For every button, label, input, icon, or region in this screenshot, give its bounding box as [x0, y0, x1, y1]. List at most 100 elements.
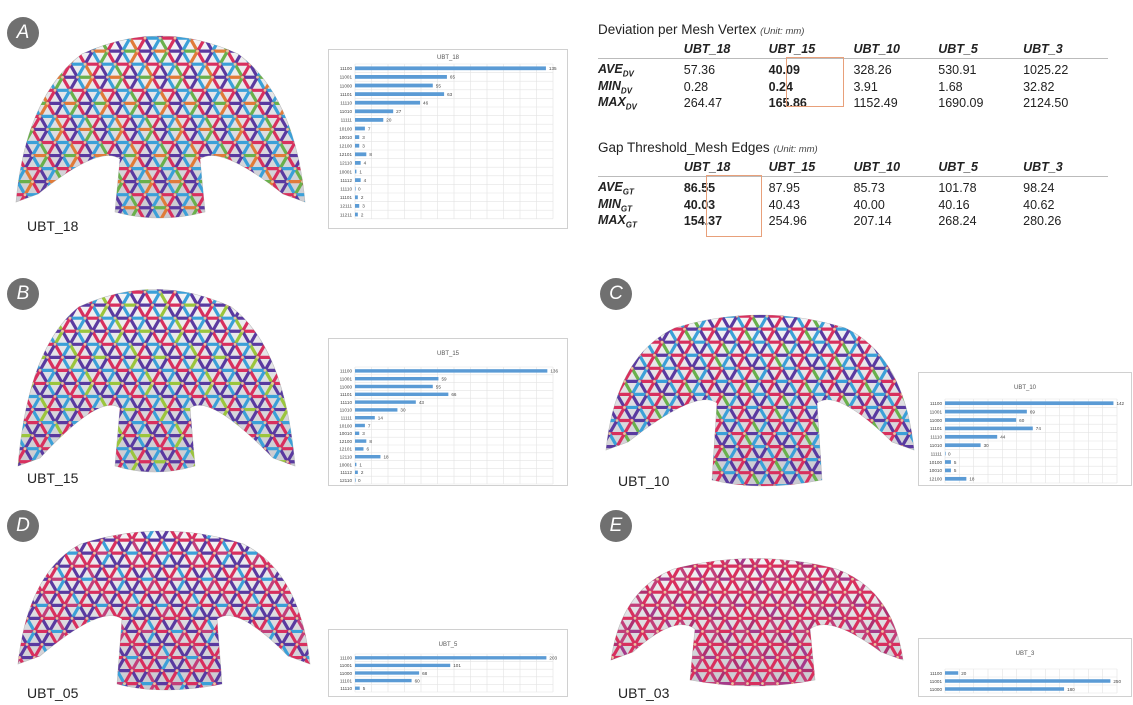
mesh-edge — [606, 431, 612, 449]
mesh-node — [196, 180, 199, 184]
mesh-edge — [705, 484, 717, 486]
mesh-node — [758, 432, 761, 435]
mesh-node — [10, 421, 11, 424]
mesh-edge — [685, 290, 693, 303]
mesh-node — [166, 180, 169, 184]
mesh-node — [24, 219, 27, 222]
mesh-edge — [143, 342, 155, 359]
mesh-edge — [75, 316, 87, 333]
mesh-edge — [180, 36, 192, 53]
mesh-edge — [765, 379, 777, 397]
mesh-edge — [53, 180, 65, 197]
mesh-node — [885, 315, 889, 318]
mesh-node — [226, 49, 229, 53]
mesh-edge — [877, 327, 889, 344]
mesh-edge — [30, 180, 42, 197]
mesh-edge — [840, 458, 852, 475]
mesh-node — [143, 167, 147, 171]
mesh-edge — [203, 460, 215, 472]
mesh-edge — [742, 458, 754, 475]
mesh-node — [144, 266, 147, 267]
mesh-edge — [285, 303, 295, 320]
mesh-edge — [233, 75, 245, 92]
mesh-edge — [53, 407, 65, 425]
mesh-edge — [900, 366, 912, 383]
mesh-edge — [150, 421, 162, 438]
mesh-node — [795, 471, 799, 475]
mesh-edge — [802, 353, 814, 370]
mesh-edge — [53, 421, 65, 438]
mesh-edge — [210, 381, 222, 399]
bar — [355, 118, 384, 122]
mesh-edge — [135, 140, 147, 158]
mesh-node — [158, 342, 162, 346]
mesh-edge — [720, 315, 732, 318]
mesh-node — [263, 115, 267, 118]
mesh-node — [803, 327, 806, 331]
mesh-edge — [98, 49, 110, 66]
mesh-edge — [38, 62, 50, 79]
mesh-node — [151, 329, 154, 333]
mesh-edge — [158, 381, 170, 399]
mesh-edge — [855, 445, 867, 462]
mesh-node — [263, 316, 267, 320]
bar — [355, 392, 449, 397]
bar — [355, 439, 367, 443]
mesh-edge — [607, 353, 619, 370]
mesh-edge — [787, 379, 799, 397]
mesh-node — [10, 266, 11, 267]
mesh-edge — [98, 127, 110, 145]
mesh-edge — [727, 327, 739, 344]
mesh-edge — [795, 445, 807, 462]
mesh-node — [158, 421, 162, 424]
mesh-edge — [615, 315, 627, 318]
mesh-edge — [660, 418, 672, 436]
mesh-edge — [606, 315, 612, 318]
mesh-node — [264, 266, 267, 267]
mesh-edge — [847, 366, 859, 383]
mesh-edge — [293, 167, 305, 184]
mesh-node — [143, 342, 147, 346]
mesh-edge — [263, 303, 275, 320]
mesh-edge — [18, 289, 20, 294]
mesh-node — [878, 458, 881, 462]
mesh-node — [900, 366, 904, 370]
mesh-node — [226, 408, 229, 411]
bar-category-label: 11101 — [340, 195, 353, 200]
mesh-edge — [135, 36, 147, 40]
mesh-node — [698, 302, 701, 305]
mesh-edge — [188, 153, 200, 171]
mesh-edge — [210, 394, 222, 412]
mesh-edge — [188, 303, 200, 320]
mesh-node — [608, 302, 611, 305]
mesh-node — [38, 447, 42, 451]
mesh-edge — [255, 127, 267, 145]
mesh-edge — [907, 315, 914, 331]
mesh-edge — [105, 434, 117, 451]
mesh-edge — [195, 140, 207, 158]
mesh-edge — [12, 514, 20, 527]
mesh-edge — [885, 405, 897, 423]
mesh-edge — [203, 329, 215, 346]
mesh-node — [743, 353, 746, 357]
bar-category-label: 11101 — [930, 426, 943, 431]
mesh-edge — [160, 266, 168, 279]
bar-category-label: 12110 — [340, 455, 353, 460]
mesh-node — [181, 382, 184, 385]
mesh-edge — [645, 315, 657, 331]
mesh-edge — [825, 379, 837, 397]
mesh-edge — [682, 353, 694, 370]
mesh-edge — [135, 290, 147, 307]
mesh-node — [271, 101, 274, 105]
mesh-node — [735, 366, 739, 370]
mesh-edge — [128, 290, 140, 307]
mesh-edge — [735, 379, 747, 397]
mesh-node — [106, 278, 109, 281]
mesh-node — [294, 266, 297, 267]
mesh-edge — [765, 405, 777, 423]
mesh-edge — [667, 315, 679, 331]
mesh-edge — [270, 49, 282, 66]
mesh-edge — [23, 447, 35, 464]
mesh-node — [241, 278, 244, 281]
mesh-edge — [602, 290, 610, 303]
